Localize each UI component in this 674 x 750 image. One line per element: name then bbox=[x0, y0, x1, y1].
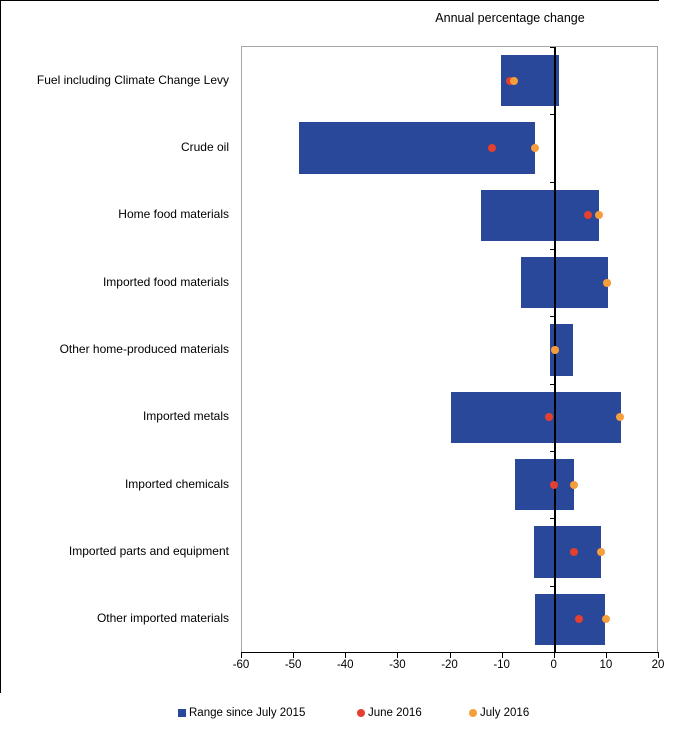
range-bar bbox=[533, 526, 602, 578]
category-label: Crude oil bbox=[180, 140, 229, 154]
category-label: Imported metals bbox=[142, 409, 229, 424]
x-axis-tick-label: -10 bbox=[493, 659, 510, 671]
category-boundary-tick bbox=[549, 114, 555, 116]
category-label: Imported chemicals bbox=[124, 476, 229, 491]
x-axis-tick-label: -60 bbox=[232, 659, 250, 671]
category-boundary-tick bbox=[549, 249, 555, 250]
x-axis-tick bbox=[345, 653, 347, 658]
legend-label-july: July 2016 bbox=[480, 707, 530, 719]
category-boundary-tick bbox=[549, 181, 555, 183]
x-axis-tick bbox=[241, 653, 242, 658]
x-axis-tick bbox=[605, 653, 607, 658]
june-dot bbox=[569, 548, 578, 556]
june-dot bbox=[545, 413, 554, 422]
x-axis-tick bbox=[397, 653, 399, 658]
range-bar bbox=[535, 593, 605, 645]
category-boundary-tick bbox=[549, 47, 555, 48]
range-bar bbox=[480, 189, 599, 241]
legend-item-range: Range since July 2015 bbox=[178, 706, 305, 720]
july-dot bbox=[530, 144, 539, 152]
category-axis-labels: Fuel including Climate Change Levy Crude … bbox=[0, 46, 229, 652]
chart-title: Annual percentage change bbox=[435, 11, 585, 25]
x-axis-tick-label: 10 bbox=[599, 659, 613, 671]
category-label: Other home-produced materials bbox=[59, 342, 229, 356]
category-boundary-tick bbox=[549, 383, 555, 385]
category-label: Other imported materials bbox=[96, 611, 229, 626]
june-dot bbox=[488, 144, 497, 152]
june-dot bbox=[575, 615, 584, 624]
x-axis-tick bbox=[553, 653, 555, 658]
legend-label-range: Range since July 2015 bbox=[189, 707, 306, 719]
x-axis-tick-label: 20 bbox=[651, 659, 665, 671]
plot-area bbox=[241, 46, 658, 653]
category-label: Imported food materials bbox=[102, 274, 229, 289]
x-axis-tick bbox=[501, 653, 503, 658]
category-boundary-tick bbox=[549, 585, 555, 587]
category-boundary-tick bbox=[549, 451, 555, 452]
x-axis-line bbox=[241, 652, 659, 654]
x-axis-tick-label: -40 bbox=[336, 659, 354, 671]
july-dot bbox=[616, 413, 625, 422]
july-dot bbox=[596, 548, 605, 556]
category-label: Imported parts and equipment bbox=[68, 544, 229, 558]
legend-label-june: June 2016 bbox=[368, 707, 422, 719]
category-label: Home food materials bbox=[118, 207, 229, 222]
legend-item-july: July 2016 bbox=[469, 706, 529, 720]
june-dot bbox=[549, 480, 558, 489]
x-axis-tick-label: 0 bbox=[550, 659, 557, 671]
x-axis-tick bbox=[658, 653, 659, 658]
july-dot bbox=[594, 211, 603, 220]
legend: Range since July 2015 June 2016 July 201… bbox=[0, 706, 674, 722]
x-axis-tick bbox=[293, 653, 295, 658]
x-axis-tick-label: -30 bbox=[389, 659, 406, 671]
frame-top-border bbox=[0, 0, 659, 1]
july-dot bbox=[509, 76, 518, 85]
july-dot-icon bbox=[469, 709, 477, 717]
category-boundary-tick bbox=[549, 316, 555, 318]
range-swatch-icon bbox=[178, 709, 186, 717]
range-bar bbox=[450, 391, 621, 443]
category-boundary-tick bbox=[549, 518, 555, 520]
legend-item-june: June 2016 bbox=[357, 706, 422, 720]
range-bar bbox=[521, 257, 608, 309]
july-dot bbox=[551, 346, 560, 354]
range-bar bbox=[299, 122, 535, 174]
category-label: Fuel including Climate Change Levy bbox=[36, 72, 229, 87]
x-axis-tick-label: -20 bbox=[441, 659, 458, 671]
july-dot bbox=[603, 278, 612, 287]
june-dot-icon bbox=[357, 709, 365, 717]
x-axis-tick bbox=[449, 653, 451, 658]
range-bar bbox=[514, 459, 575, 511]
june-dot bbox=[583, 211, 592, 220]
frame-left-border bbox=[0, 0, 1, 693]
july-dot bbox=[569, 480, 578, 489]
july-dot bbox=[602, 615, 611, 624]
x-axis-tick-label: -50 bbox=[284, 659, 302, 671]
